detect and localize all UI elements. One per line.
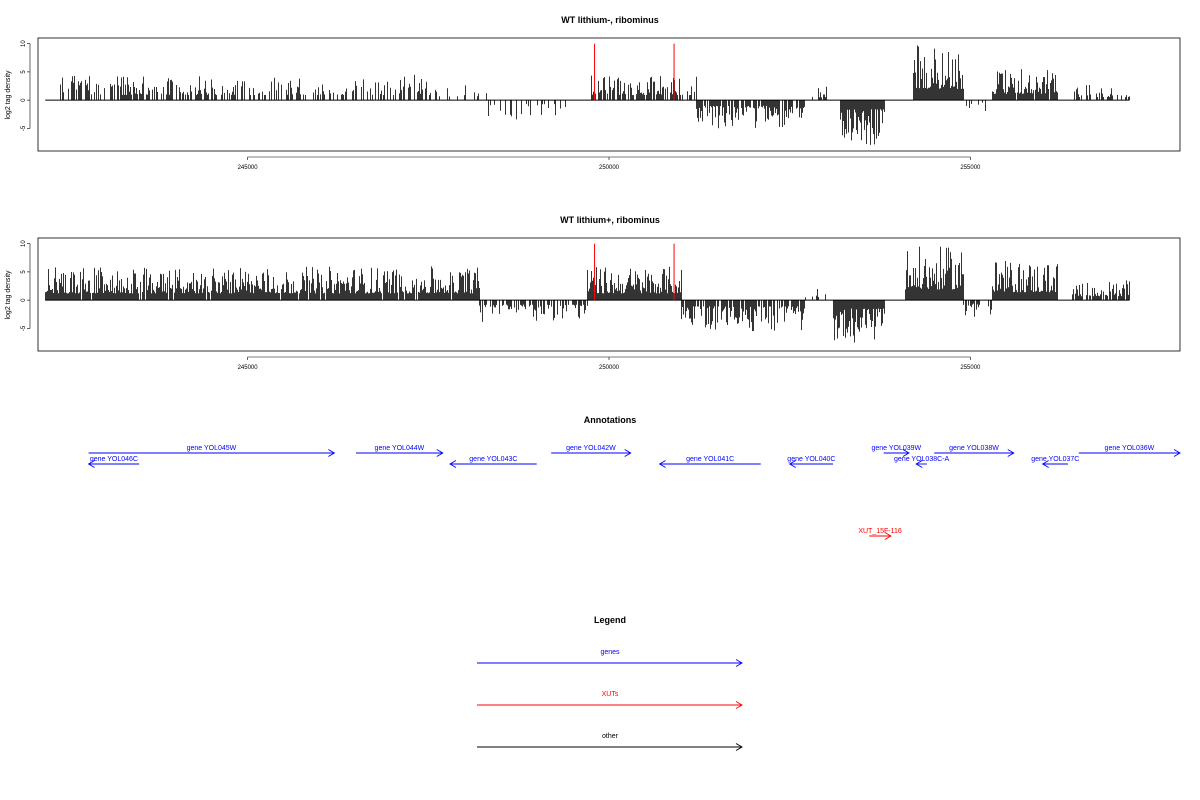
gene-arrow-label: gene YOL038W: [949, 445, 999, 452]
track-panel-2: WT lithium+, ribominus log2 tag density …: [5, 215, 1181, 371]
gene-arrow-arrowhead: [436, 449, 444, 457]
gene-arrow-label: gene YOL043C: [469, 456, 517, 463]
gene-arrow-label: gene YOL040C: [787, 456, 835, 463]
x-tick-label: 250000: [599, 365, 620, 371]
gene-arrow-label: gene YOL036W: [1105, 445, 1155, 452]
y-tick-label: 10: [21, 240, 27, 247]
y-tick-label: 0: [21, 298, 27, 302]
y-tick-label: 5: [21, 70, 27, 74]
legend-arrowhead: [735, 659, 743, 667]
annotations-title: Annotations: [584, 415, 637, 425]
gene-arrow-label: gene YOL041C: [686, 456, 734, 463]
gene-arrow-arrowhead: [1173, 449, 1181, 457]
track-1-plot-area: -5 0 5 10 245000 250000 255000: [21, 40, 1130, 171]
gene-arrow-label: gene YOL037C: [1031, 456, 1079, 463]
track-1-frame: [37, 37, 1181, 152]
x-tick-label: 255000: [960, 365, 981, 371]
xut-arrow-label: XUT_15F-116: [858, 528, 902, 535]
gene-arrow-label: gene YOL046C: [90, 456, 138, 463]
y-tick-label: 10: [21, 40, 27, 47]
track-2-ylabel: log2 tag density: [5, 270, 12, 320]
legend-label: genes: [600, 649, 620, 656]
legend-title: Legend: [594, 615, 626, 625]
legend-label: other: [602, 733, 619, 740]
gene-arrow-arrowhead: [915, 460, 923, 468]
x-tick-label: 250000: [599, 165, 620, 171]
gene-arrow-arrowhead: [902, 449, 910, 457]
gene-arrow-arrowhead: [87, 460, 95, 468]
gene-arrow-arrowhead: [449, 460, 457, 468]
y-tick-label: 0: [21, 98, 27, 102]
legend-arrowhead: [735, 743, 743, 751]
y-tick-label: -5: [21, 325, 27, 331]
gene-arrow-label: gene YOL042W: [566, 445, 616, 452]
legend-label: XUTs: [602, 691, 619, 698]
legend-arrowhead: [735, 701, 743, 709]
y-tick-label: 5: [21, 270, 27, 274]
gene-arrow-arrowhead: [1007, 449, 1015, 457]
xut-arrow-arrowhead: [884, 532, 892, 540]
y-tick-label: -5: [21, 125, 27, 131]
gene-arrow-arrowhead: [658, 460, 666, 468]
annotation-features: gene YOL046C gene YOL045W gene YOL044W gene…: [87, 445, 1181, 540]
track-2-frame: [37, 237, 1181, 352]
track-2-plot-area: -5 0 5 10 245000 250000 255000: [21, 240, 1130, 371]
x-tick-label: 255000: [960, 165, 981, 171]
legend-items: genes XUTs other: [477, 649, 743, 751]
legend-panel: Legend genes XUTs other: [477, 615, 743, 751]
gene-arrow-label: gene YOL044W: [375, 445, 425, 452]
gene-arrow-label: gene YOL045W: [187, 445, 237, 452]
track-1-ylabel: log2 tag density: [5, 70, 12, 120]
x-tick-label: 245000: [238, 165, 259, 171]
track-1-title: WT lithium-, ribominus: [561, 15, 659, 25]
gene-arrow-label: gene YOL039W: [871, 445, 921, 452]
gene-arrow-label: gene YOL038C-A: [894, 456, 949, 463]
track-panel-1: WT lithium-, ribominus log2 tag density …: [5, 15, 1181, 171]
gene-arrow-arrowhead: [1041, 460, 1049, 468]
track-2-title: WT lithium+, ribominus: [560, 215, 660, 225]
gene-arrow-arrowhead: [624, 449, 632, 457]
x-tick-label: 245000: [238, 365, 259, 371]
gene-arrow-arrowhead: [328, 449, 336, 457]
gene-arrow-arrowhead: [788, 460, 796, 468]
